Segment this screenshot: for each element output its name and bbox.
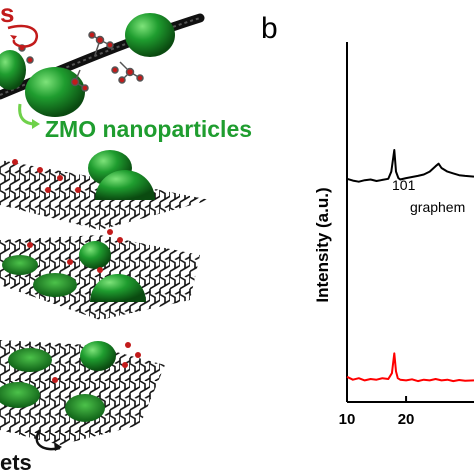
- nanoparticle-sphere: [25, 67, 85, 117]
- panel-letter: b: [261, 12, 278, 45]
- graphene-sheet-1: [0, 150, 210, 230]
- x-tick-label: 20: [398, 411, 415, 428]
- xrd-chart: b Intensity (a.u.) 10 20 101 graphem: [261, 12, 474, 428]
- graphene-sheet-2: [0, 229, 200, 320]
- rotation-arrow-black: [35, 429, 62, 451]
- x-tick-label: 10: [339, 411, 356, 428]
- graphene-sheet-3: [0, 340, 165, 445]
- schematic-label-bottom: ets: [0, 450, 32, 474]
- schematic-panel: s ZMO nanoparticles: [0, 0, 252, 474]
- series-line-1: [346, 149, 474, 183]
- graphene-ribbon: [0, 13, 205, 100]
- nanoparticles-label: ZMO nanoparticles: [45, 116, 252, 142]
- x-ticks: 10 20: [339, 396, 415, 428]
- nanoparticle-pointer-arrow: [18, 103, 40, 129]
- schematic-label-top: s: [0, 0, 14, 28]
- series-layer: [346, 149, 474, 383]
- y-axis-label: Intensity (a.u.): [313, 187, 332, 302]
- nanoparticle-sphere: [0, 50, 26, 90]
- rotation-arrow-red: [7, 24, 38, 48]
- series-line-2: [346, 352, 474, 383]
- graphene-annotation: graphem: [410, 199, 465, 215]
- nanoparticle-sphere: [125, 13, 175, 57]
- oxygen-groups-top: [18, 31, 144, 92]
- peak-annotation-101: 101: [392, 177, 416, 193]
